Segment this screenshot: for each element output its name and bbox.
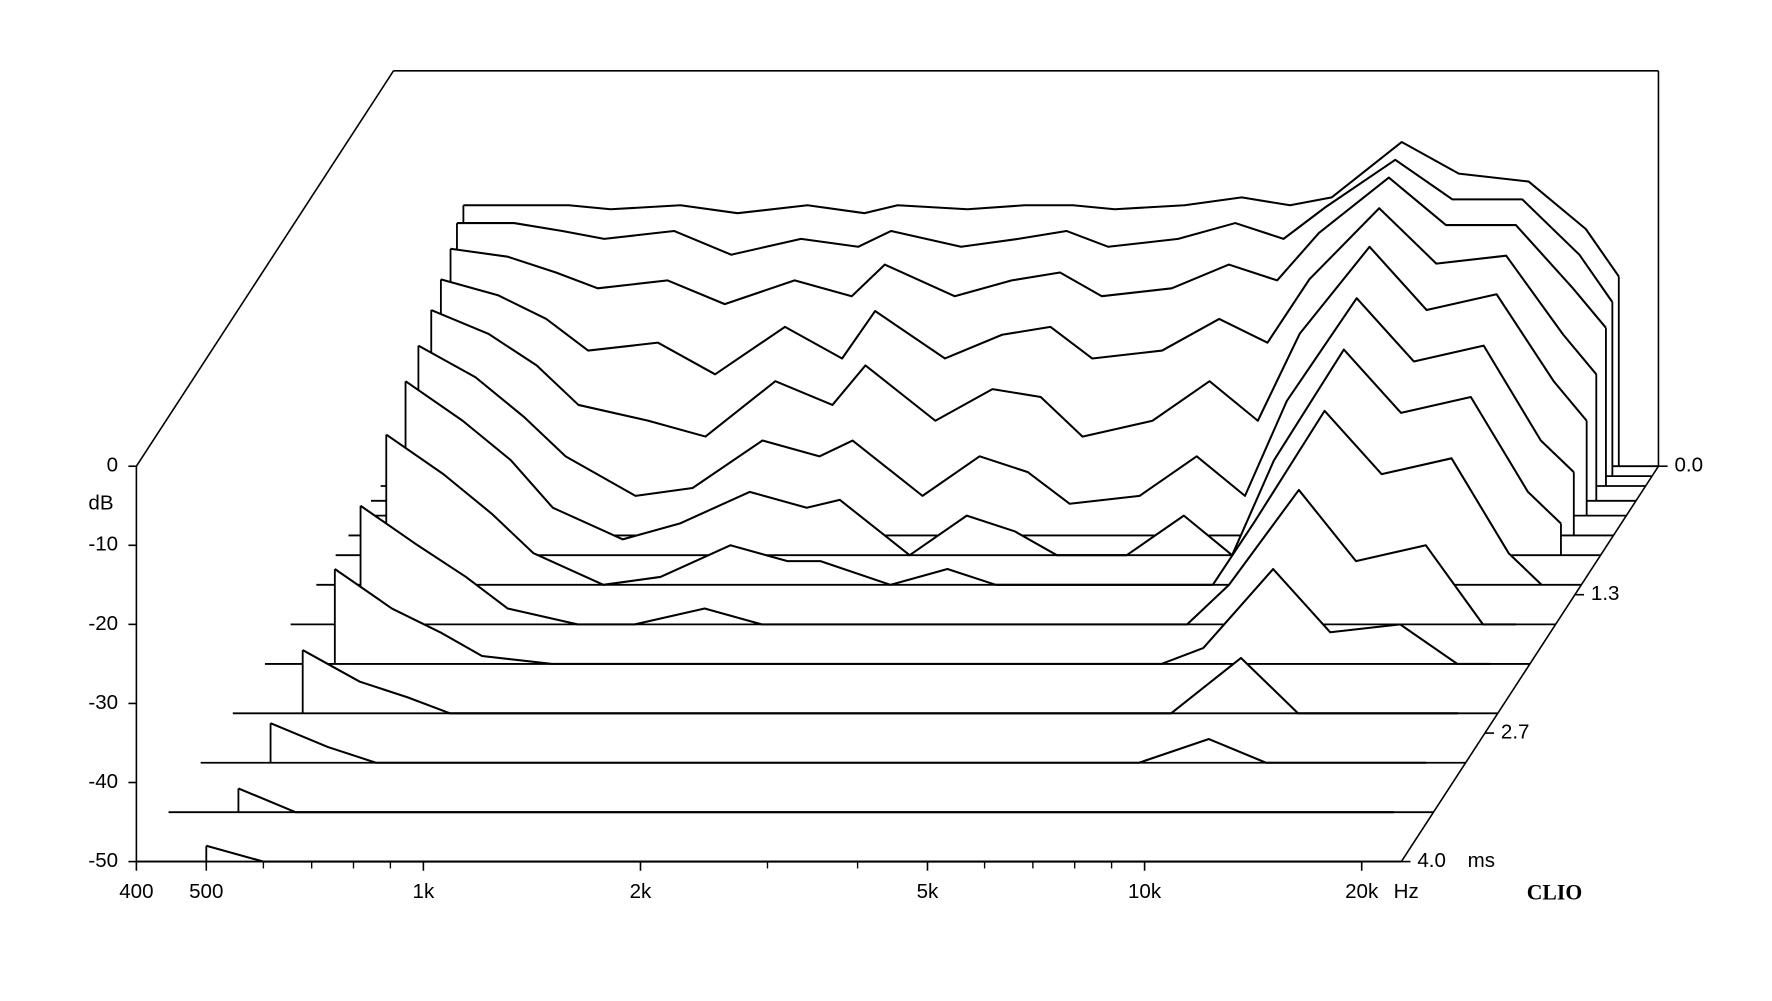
x-tick-label: 500 bbox=[189, 880, 223, 903]
slice-curve bbox=[359, 488, 1516, 626]
y-tick-label: -10 bbox=[88, 533, 118, 556]
slice-curve bbox=[302, 649, 1459, 715]
z-tick-label: 0.0 bbox=[1674, 454, 1703, 477]
y-tick-label: 0 bbox=[107, 454, 118, 477]
y-axis-label: dB bbox=[88, 491, 113, 514]
frame-edge bbox=[135, 70, 395, 467]
slice-curve bbox=[450, 176, 1607, 329]
slice-curve bbox=[463, 140, 1620, 278]
slice-fill bbox=[232, 650, 1498, 714]
y-tick-label: -50 bbox=[88, 849, 118, 872]
slice-curve bbox=[440, 207, 1598, 376]
x-tick-label: 2k bbox=[630, 880, 652, 903]
brand-label: CLIO bbox=[1527, 881, 1582, 905]
slice-curve bbox=[430, 245, 1588, 438]
x-tick-label: 400 bbox=[119, 880, 153, 903]
slice-fill bbox=[136, 845, 1402, 862]
slice-fill bbox=[168, 788, 1434, 813]
y-tick-label: -30 bbox=[88, 691, 118, 714]
z-unit-label: ms bbox=[1468, 849, 1495, 872]
slice-fill bbox=[290, 489, 1556, 625]
x-tick-label: 20k bbox=[1345, 880, 1379, 903]
slice-curve bbox=[385, 409, 1543, 586]
x-tick-label: 1k bbox=[413, 880, 435, 903]
slice-curve bbox=[270, 722, 1426, 764]
z-tick-label: 1.3 bbox=[1591, 582, 1620, 605]
slice-curve bbox=[404, 348, 1562, 557]
slice-curve bbox=[206, 844, 1362, 863]
slice-curve bbox=[334, 567, 1491, 665]
x-unit-label: Hz bbox=[1394, 880, 1419, 903]
z-tick-label: 4.0 bbox=[1417, 849, 1446, 872]
slice-curve bbox=[417, 297, 1575, 505]
y-tick-label: -40 bbox=[88, 770, 118, 793]
z-tick-label: 2.7 bbox=[1501, 721, 1530, 744]
slice-fill bbox=[200, 723, 1466, 763]
y-tick-label: -20 bbox=[88, 612, 118, 635]
x-tick-label: 5k bbox=[917, 880, 939, 903]
x-tick-label: 10k bbox=[1128, 880, 1162, 903]
slice-fill bbox=[264, 569, 1530, 664]
slice-curve bbox=[238, 787, 1394, 814]
slice-curve bbox=[456, 158, 1614, 303]
